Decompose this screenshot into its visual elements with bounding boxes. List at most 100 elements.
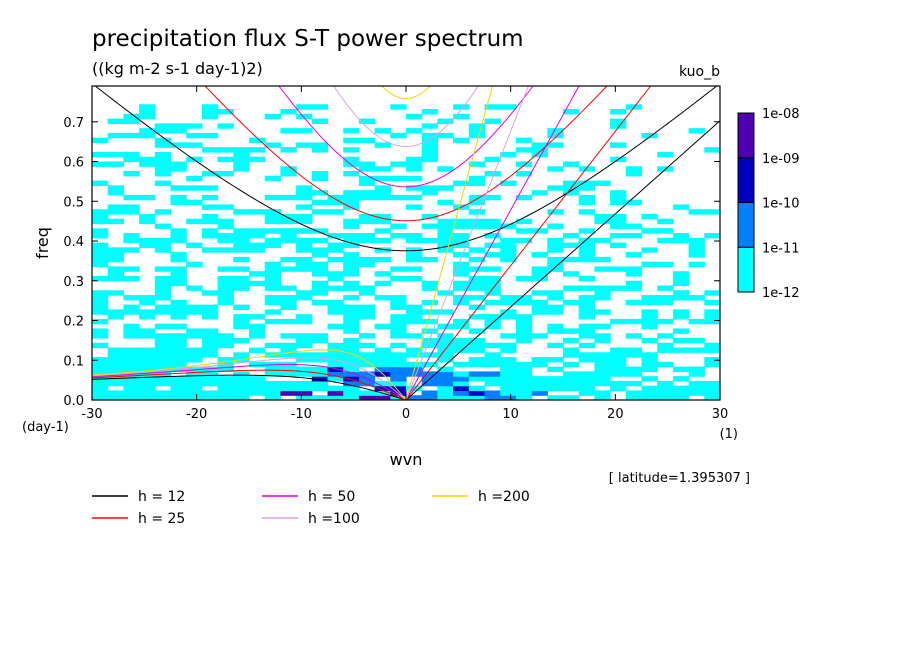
power-cell	[578, 285, 595, 291]
power-cell	[531, 380, 548, 387]
power-cell	[421, 352, 438, 358]
power-cell	[92, 328, 109, 334]
power-cell	[296, 104, 313, 110]
power-cell	[92, 290, 109, 296]
power-cell	[421, 223, 438, 229]
power-cell	[139, 194, 156, 201]
power-cell	[92, 342, 109, 349]
power-cell	[500, 395, 517, 400]
power-cell	[170, 337, 187, 344]
power-cell	[264, 309, 281, 315]
power-cell	[406, 156, 423, 163]
power-cell	[390, 352, 407, 358]
power-cell	[296, 337, 313, 344]
power-cell	[531, 299, 548, 306]
power-cell	[92, 180, 109, 186]
power-cell	[107, 347, 124, 353]
power-cell	[531, 228, 548, 234]
power-cell	[217, 171, 234, 177]
power-cell	[437, 132, 454, 139]
power-cell	[704, 233, 720, 239]
power-cell	[123, 390, 140, 396]
power-cell	[468, 256, 486, 263]
power-cell	[170, 333, 187, 339]
power-cell	[264, 271, 281, 277]
rossby-curve	[92, 374, 407, 400]
power-cell	[311, 376, 329, 382]
power-cell	[625, 395, 643, 400]
power-cell	[578, 376, 595, 382]
power-cell	[500, 342, 517, 349]
power-cell	[123, 309, 140, 315]
power-cell	[484, 299, 501, 306]
power-cell	[406, 266, 423, 272]
power-cell	[170, 123, 187, 129]
power-cell	[170, 275, 187, 282]
power-cell	[123, 304, 140, 310]
power-cell	[578, 199, 595, 206]
power-cell	[515, 366, 533, 372]
power-cell	[154, 285, 172, 291]
power-cell	[704, 147, 720, 153]
power-cell	[531, 266, 548, 272]
power-cell	[296, 190, 313, 196]
power-cell	[704, 209, 720, 215]
power-cell	[563, 328, 580, 334]
power-cell	[406, 314, 423, 320]
power-cell	[406, 304, 423, 310]
power-cell	[249, 328, 266, 334]
power-cell	[406, 161, 423, 167]
power-cell	[688, 252, 705, 258]
colorbar-level-label: 1e-10	[762, 197, 800, 212]
power-cell	[500, 376, 517, 382]
legend-label: h =200	[478, 489, 530, 505]
power-cell	[249, 390, 266, 396]
power-cell	[217, 380, 234, 387]
power-cell	[343, 304, 360, 310]
power-cell	[92, 137, 109, 144]
power-cell	[154, 352, 172, 358]
power-cell	[594, 371, 611, 377]
power-cell	[453, 380, 470, 387]
power-cell	[92, 366, 109, 372]
power-cell	[453, 242, 470, 248]
power-cell	[468, 128, 486, 134]
power-cell	[358, 161, 376, 167]
power-cell	[154, 395, 172, 400]
power-cell	[453, 223, 470, 229]
power-cell	[578, 228, 595, 234]
rossby-curve	[92, 357, 407, 400]
power-cell	[107, 209, 124, 215]
power-cell	[563, 347, 580, 353]
x-axis-label: wvn	[390, 450, 423, 469]
power-cell	[374, 271, 391, 277]
power-cell	[421, 395, 438, 400]
power-cell	[672, 366, 690, 372]
rossby-curve	[92, 363, 407, 400]
power-cell	[390, 233, 407, 239]
power-cell	[217, 109, 234, 115]
power-cell	[107, 380, 124, 387]
power-cell	[421, 142, 438, 148]
power-cell	[280, 194, 297, 201]
power-cell	[547, 166, 564, 172]
power-cell	[547, 295, 564, 301]
power-cell	[672, 385, 690, 392]
power-cell	[107, 151, 124, 158]
power-cell	[280, 347, 297, 353]
power-cell	[201, 171, 219, 177]
power-cell	[625, 333, 643, 339]
power-cell	[515, 395, 533, 400]
power-cell	[358, 290, 376, 296]
power-cell	[296, 128, 313, 134]
power-cell	[186, 123, 203, 129]
power-cell	[311, 352, 329, 358]
power-cell	[186, 218, 203, 225]
power-cell	[217, 395, 234, 400]
power-cell	[92, 385, 109, 392]
power-cell	[531, 147, 548, 153]
power-cell	[296, 352, 313, 358]
power-cell	[123, 352, 140, 358]
power-cell	[515, 333, 533, 339]
power-cell	[217, 275, 234, 282]
